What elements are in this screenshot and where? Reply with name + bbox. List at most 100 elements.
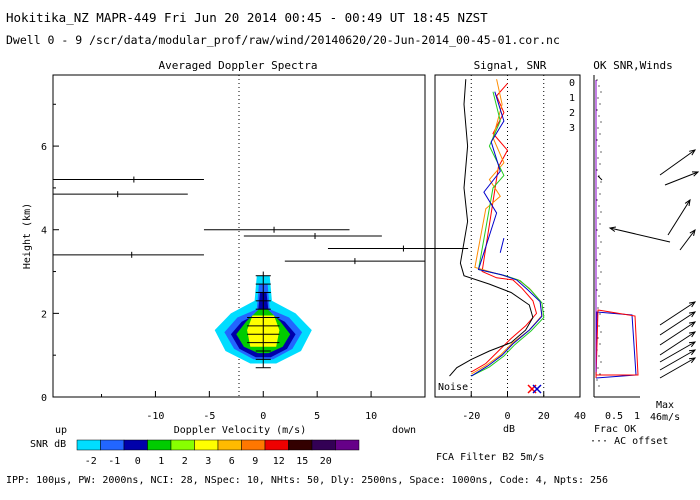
ac-offset-dot (597, 367, 599, 369)
wind-arrow-head (689, 149, 697, 156)
colorbar-tick: 0 (135, 456, 141, 467)
wind-arrow (659, 149, 696, 176)
colorbar-tick: -2 (85, 456, 97, 467)
signal-series-3-fragment (499, 237, 505, 253)
wind-arrow (659, 341, 696, 363)
wind-arrow (679, 229, 696, 251)
wind-arrow (659, 357, 696, 379)
x-tick-label: -5 (203, 411, 215, 422)
ac-offset-dot (598, 235, 600, 237)
ac-offset-dot (600, 211, 602, 213)
colorbar-tick: 1 (158, 456, 164, 467)
legend-item-2: 2 (569, 108, 575, 119)
colorbar-tick: 3 (205, 456, 211, 467)
height-axis-label: Height (km) (22, 203, 33, 269)
colorbar-cell (100, 439, 125, 451)
axis-label-up: up (55, 425, 67, 436)
wind-arrow-head (689, 311, 697, 318)
ac-offset-dot (598, 85, 600, 87)
ac-offset-dot (599, 103, 601, 105)
panel-title-winds: OK SNR,Winds (593, 59, 672, 72)
panel-title-signal: Signal, SNR (474, 59, 547, 72)
colorbar-tick: 12 (273, 456, 285, 467)
signal-x-label: dB (503, 424, 515, 435)
ac-offset-dot (598, 205, 600, 207)
ac-offset-dot (599, 313, 601, 315)
wind-arrow (659, 331, 696, 356)
ac-offset-dot (598, 115, 600, 117)
colorbar-cell (311, 439, 336, 451)
ac-offset-dot (599, 193, 601, 195)
max-label: Max (656, 400, 674, 411)
colorbar-label: SNR dB (30, 439, 66, 450)
colorbar-cell (170, 439, 195, 451)
ac-offset-dot (599, 163, 601, 165)
colorbar-cell (288, 439, 313, 451)
winds-panel: 0.5 1 Frac OK ··· AC offset Max 46m/s (590, 75, 700, 447)
ac-offset-dot (598, 295, 600, 297)
colorbar-cell (76, 439, 101, 451)
signal-x-tick-label: 20 (538, 411, 550, 422)
x-tick-label: 0 (260, 411, 266, 422)
colorbar-tick: 15 (296, 456, 308, 467)
noise-markers (527, 384, 542, 394)
ac-offset-dot (596, 259, 598, 261)
x-tick-label: 10 (365, 411, 377, 422)
signal-x-tick-label: 40 (574, 411, 586, 422)
ac-offset-dot (598, 355, 600, 357)
frac-ok-line-red (595, 309, 639, 379)
velocity-axis-label: Doppler Velocity (m/s) (174, 425, 306, 436)
spectra-height-bars (247, 271, 280, 369)
ac-offset-dot (596, 199, 598, 201)
frac-tick-05: 0.5 (605, 411, 623, 422)
height-axis-ticks: 0 2 4 6 (41, 103, 59, 404)
signal-series-0 (471, 83, 538, 373)
ac-offset-dot (596, 289, 598, 291)
signal-x-tick-label: -20 (462, 411, 480, 422)
wind-arrow-head (691, 171, 700, 177)
ac-offset-dot (599, 223, 601, 225)
colorbar-tick-labels: -2 -1 0 1 2 3 6 9 12 15 20 (85, 456, 332, 467)
y-tick-label: 2 (41, 309, 47, 320)
ac-offset-dot (597, 157, 599, 159)
ac-offset-label: ··· AC offset (590, 436, 668, 447)
header-line-2: Dwell 0 - 9 /scr/data/modular_prof/raw/w… (6, 33, 560, 47)
ac-offset-dot (597, 247, 599, 249)
ac-offset-dot (597, 277, 599, 279)
wind-arrow-head (689, 331, 697, 338)
wind-arrow (597, 175, 603, 181)
wind-arrow-head (689, 321, 697, 328)
colorbar-cell (335, 439, 360, 451)
filter-label: FCA Filter B2 5m/s (436, 452, 544, 463)
ac-offset-dot (598, 145, 600, 147)
ac-offset-dot (600, 331, 602, 333)
wide-spectra-lines (53, 176, 469, 265)
x-tick-label: -10 (146, 411, 164, 422)
frac-ok-lines (595, 80, 639, 379)
header-line-1: Hokitika_NZ MAPR-449 Fri Jun 20 2014 00:… (6, 10, 488, 25)
ac-offset-dot (597, 217, 599, 219)
ac-offset-dot (597, 97, 599, 99)
wind-arrow (659, 321, 696, 346)
legend-item-3: 3 (569, 123, 575, 134)
spectra-panel: 0 2 4 6 -10 -5 0 5 10 Height (km) Doppler Veloc… (22, 74, 469, 436)
ac-offset-dot (598, 265, 600, 267)
signal-series (449, 79, 545, 377)
ac-offset-dot (599, 283, 601, 285)
footer-params: IPP: 100μs, PW: 2000ns, NCI: 28, NSpec: … (6, 475, 608, 486)
colorbar-cell (194, 439, 219, 451)
ac-offset-dot (596, 109, 598, 111)
ac-offset-dot (597, 187, 599, 189)
ac-offset-dot (596, 169, 598, 171)
ac-offset-dot (598, 325, 600, 327)
wind-arrow-head (689, 301, 697, 308)
ac-offset-dot (597, 337, 599, 339)
ac-offset-dot (597, 307, 599, 309)
ac-offset-dot (600, 151, 602, 153)
ac-offset-dot (596, 139, 598, 141)
signal-panel: -20 0 20 40 dB Noise 0 1 2 3 (434, 74, 586, 435)
colorbar-cell (264, 439, 289, 451)
wind-arrow (659, 349, 696, 371)
wind-arrow-head (688, 357, 697, 364)
ac-offset-dot (600, 121, 602, 123)
